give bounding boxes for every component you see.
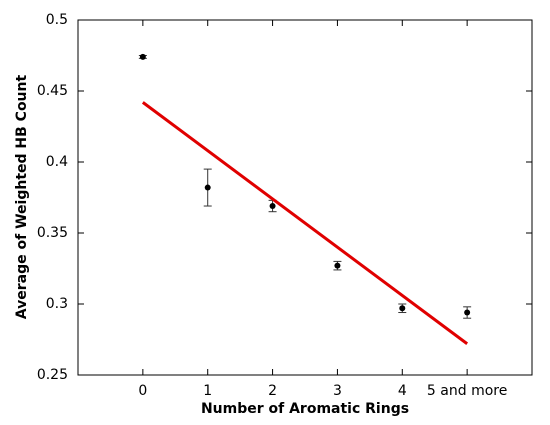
point bbox=[139, 53, 146, 60]
x-tick-label: 5 and more bbox=[427, 383, 507, 399]
point bbox=[204, 184, 211, 191]
x-tick-label: 0 bbox=[138, 383, 147, 399]
point bbox=[399, 305, 406, 312]
y-tick-label: 0.4 bbox=[46, 154, 68, 170]
point bbox=[269, 203, 276, 210]
x-tick-label: 1 bbox=[203, 383, 212, 399]
point bbox=[464, 309, 471, 316]
plot-frame bbox=[77, 19, 533, 376]
y-tick-label: 0.35 bbox=[37, 225, 68, 241]
y-tick-label: 0.25 bbox=[37, 367, 68, 383]
x-axis-label: Number of Aromatic Rings bbox=[201, 401, 409, 417]
y-tick-label: 0.3 bbox=[46, 296, 68, 312]
y-tick-label: 0.45 bbox=[37, 83, 68, 99]
y-tick-label: 0.5 bbox=[46, 12, 68, 28]
x-tick-label: 3 bbox=[333, 383, 342, 399]
x-tick-label: 4 bbox=[398, 383, 407, 399]
trend-line bbox=[141, 101, 469, 345]
y-axis-label: Average of Weighted HB Count bbox=[14, 75, 30, 320]
x-tick-label: 2 bbox=[268, 383, 277, 399]
point bbox=[334, 262, 341, 269]
